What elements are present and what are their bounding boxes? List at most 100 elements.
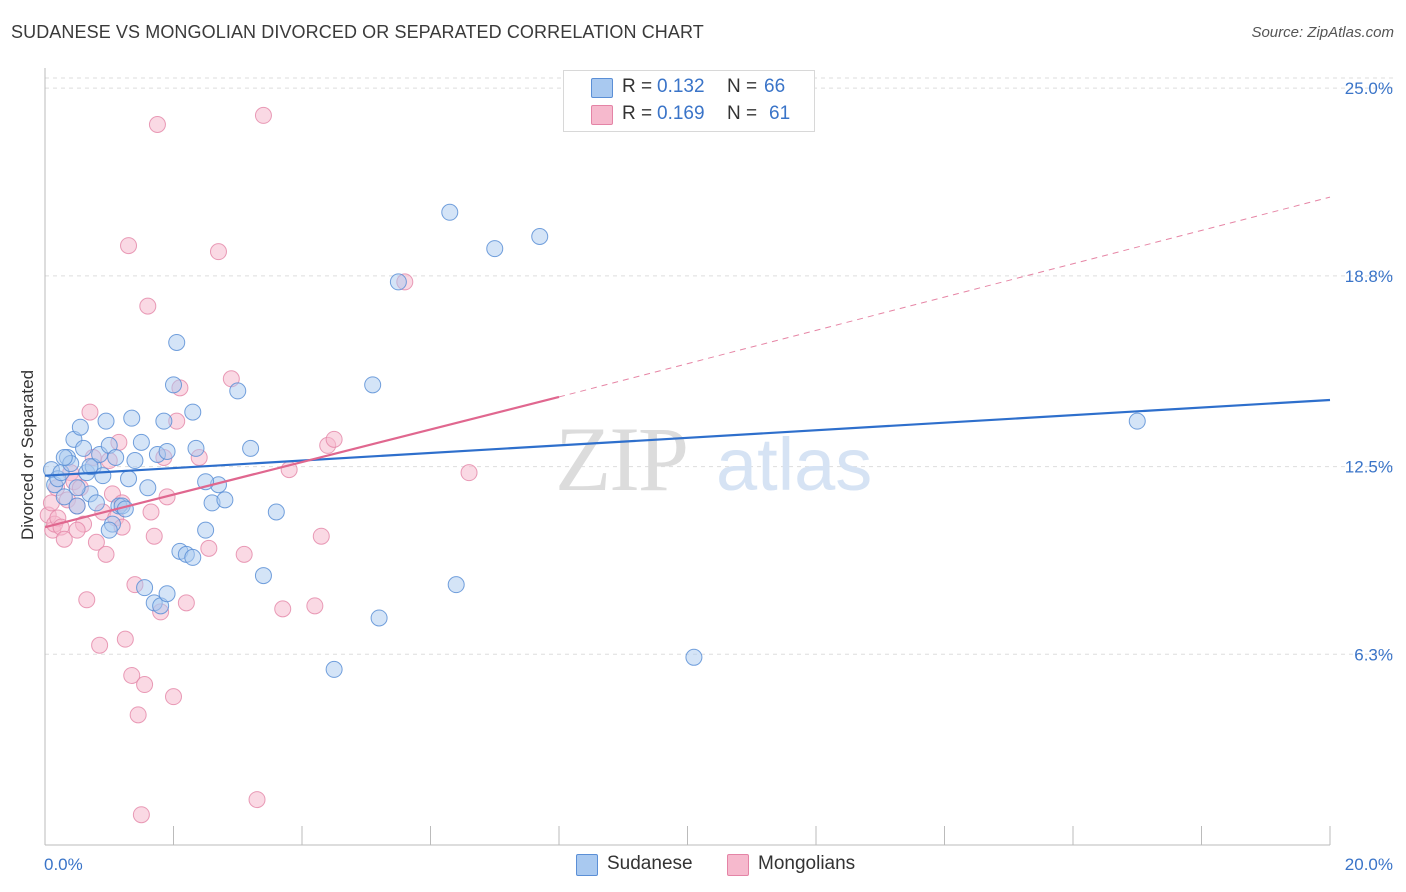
sudanese-point [139, 479, 157, 497]
sudanese-point [81, 458, 99, 476]
mongolians-point [139, 297, 157, 315]
sudanese-point [254, 567, 272, 585]
legend-r-value: 0.169 [657, 103, 705, 124]
legend-box: R = 0.132 N = 66 R = 0.169 N = 61 [563, 70, 815, 132]
sudanese-legend-swatch [576, 854, 598, 876]
legend-r-value: 0.132 [657, 76, 705, 97]
sudanese-point [242, 439, 260, 457]
sudanese-point [165, 376, 182, 394]
mongolians-point [132, 806, 150, 824]
mongolians-point [200, 539, 218, 557]
mongolians-point [136, 676, 154, 694]
mongolians-point [145, 527, 163, 545]
sudanese-point [364, 376, 382, 394]
mongolians-point [68, 521, 86, 539]
axes [44, 68, 1331, 846]
legend-n-value: 61 [769, 103, 791, 124]
sudanese-point [68, 497, 86, 515]
mongolians-point [142, 503, 160, 521]
mongolians-point [306, 597, 324, 615]
sudanese-point [447, 576, 465, 594]
mongolians-point [87, 533, 105, 551]
mongolians-point [274, 600, 292, 618]
mongolians-point [235, 545, 253, 563]
trend-lines [44, 196, 1331, 529]
y-tick-label: 25.0% [1345, 79, 1393, 98]
legend-r-label: R = [622, 76, 653, 97]
grid-lines [45, 77, 1395, 655]
legend-row-mongolians: R = 0.169 N = 61 [564, 101, 814, 127]
sudanese-point [158, 585, 176, 603]
sudanese-point [197, 521, 215, 539]
mongolians-point [460, 464, 478, 482]
mongolians-legend-label: Mongolians [758, 853, 856, 874]
sudanese-points [42, 203, 1146, 678]
y-tick-label: 12.5% [1345, 458, 1393, 477]
sudanese-point [187, 439, 205, 457]
sudanese-point [685, 648, 703, 666]
sudanese-point [486, 240, 504, 258]
sudanese-point [132, 433, 150, 451]
mongolians-point [129, 706, 147, 724]
sudanese-point [100, 521, 118, 539]
sudanese-point [184, 403, 202, 421]
sudanese-point [87, 494, 105, 512]
mongolians-point [209, 243, 227, 261]
sudanese-point [55, 449, 73, 466]
sudanese-point [229, 382, 247, 400]
legend-n-value: 66 [764, 76, 786, 97]
mongolians-point [148, 115, 166, 133]
sudanese-point [120, 470, 138, 488]
legend-row-sudanese: R = 0.132 N = 66 [564, 74, 814, 100]
tick-labels: 6.3% 12.5% 18.8% 25.0% 0.0% 20.0% [44, 79, 1393, 874]
sudanese-point [168, 333, 186, 351]
sudanese-point [441, 203, 459, 221]
y-tick-label: 18.8% [1345, 267, 1393, 286]
mongolians-point [78, 591, 96, 609]
sudanese-point [55, 488, 73, 506]
sudanese-point [158, 442, 176, 460]
mongolians-point [248, 791, 266, 809]
sudanese-point [267, 503, 285, 521]
mongolians-point [120, 237, 138, 255]
mongolians-point [325, 430, 343, 448]
watermark: ZIP atlas [555, 408, 872, 510]
legend-r-label: R = [622, 103, 653, 124]
sudanese-point [184, 548, 202, 566]
legend-n-label: N = [727, 76, 758, 97]
chart-title: SUDANESE VS MONGOLIAN DIVORCED OR SEPARA… [11, 22, 704, 42]
mongolians-point [97, 545, 115, 563]
mongolians-point [165, 688, 182, 706]
bottom-legend: Sudanese Mongolians [0, 851, 1406, 877]
mongolians-trend-line [44, 395, 560, 529]
sudanese-point [136, 579, 154, 597]
mongolians-legend-swatch [727, 854, 749, 876]
sudanese-swatch [591, 78, 613, 98]
sudanese-point [216, 491, 234, 509]
sudanese-point [531, 228, 549, 246]
sudanese-point [97, 412, 115, 430]
source-label: Source: ZipAtlas.com [1251, 24, 1394, 41]
mongolians-point [177, 594, 195, 612]
mongolians-points [39, 106, 478, 824]
y-tick-label: 6.3% [1354, 645, 1393, 664]
sudanese-point [325, 660, 343, 678]
x-tick-label: 0.0% [44, 855, 83, 874]
legend-n-label: N = [727, 103, 758, 124]
watermark-atlas: atlas [716, 423, 872, 506]
mongolians-point [254, 106, 272, 124]
sudanese-trend-line [44, 398, 1331, 477]
mongolians-point [91, 636, 109, 654]
mongolians-point [116, 630, 134, 648]
sudanese-point [107, 449, 125, 466]
sudanese-point [389, 273, 407, 291]
mongolians-point [81, 403, 99, 421]
mongolians-point [312, 527, 330, 545]
sudanese-point [71, 418, 89, 436]
mongolians-point [55, 530, 73, 548]
sudanese-point [68, 479, 86, 497]
sudanese-point [126, 452, 144, 470]
y-axis-label: Divorced or Separated [18, 370, 37, 540]
sudanese-point [123, 409, 141, 427]
